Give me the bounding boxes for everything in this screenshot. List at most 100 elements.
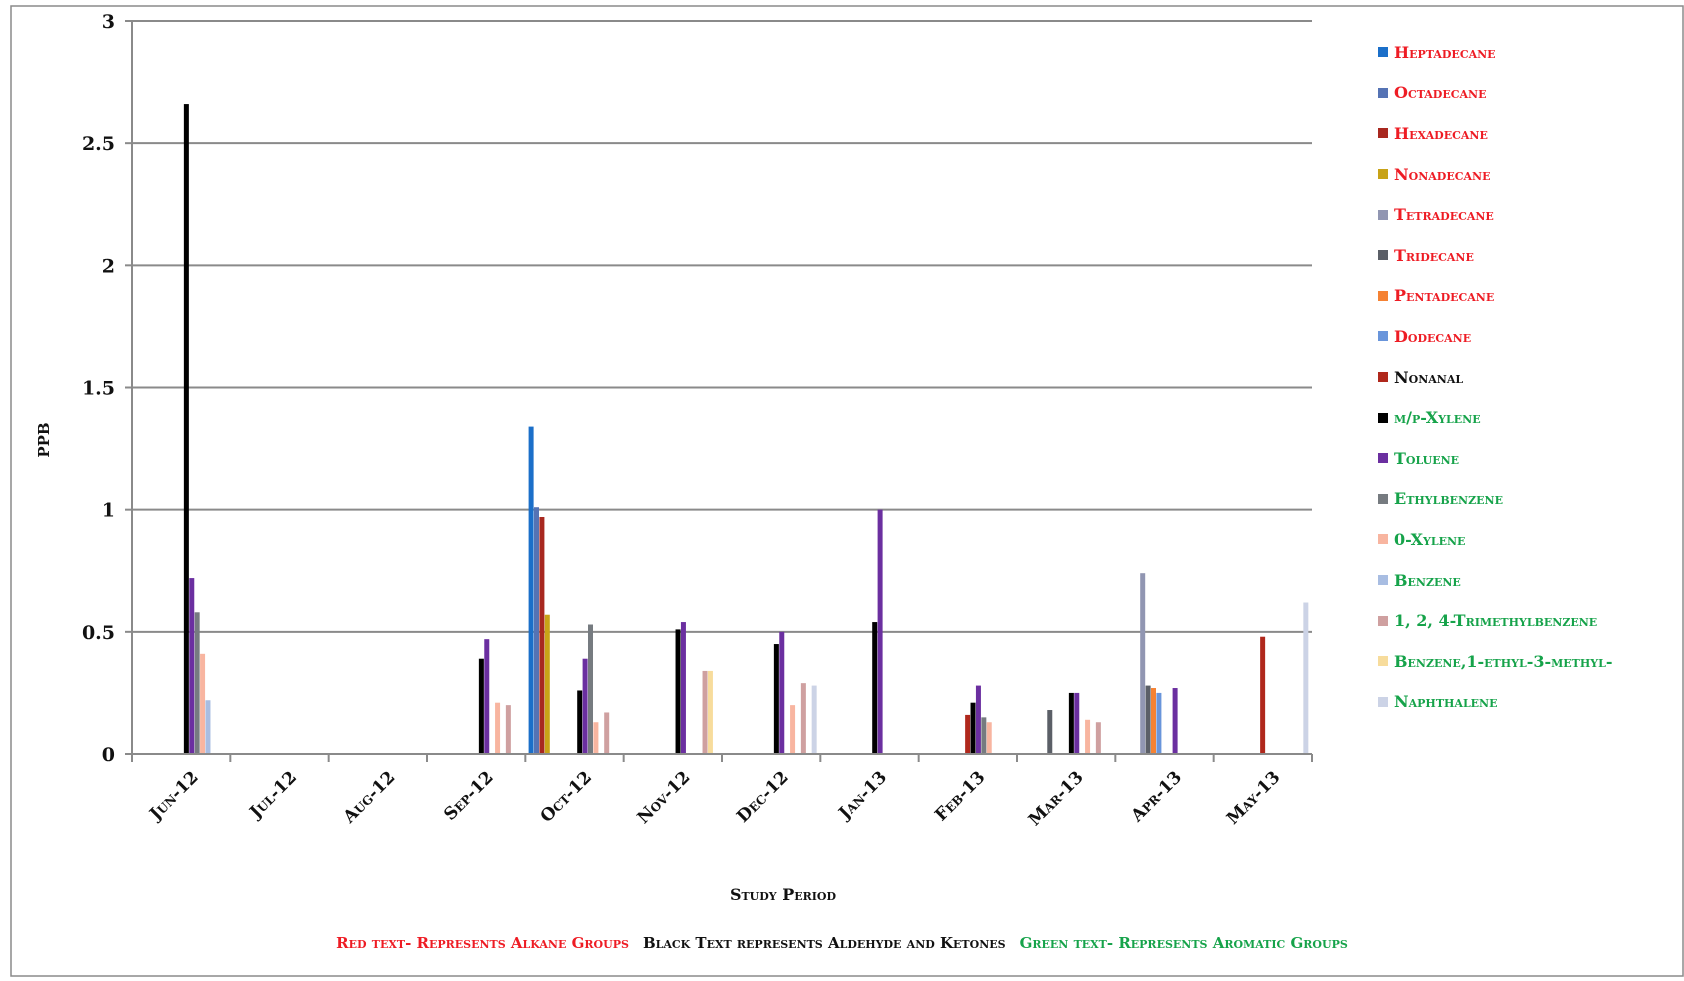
bar — [811, 685, 817, 754]
x-axis-title: Study Period — [730, 885, 837, 904]
legend-label: Benzene,1-ethyl-3-methyl- — [1394, 651, 1613, 671]
bar — [544, 614, 550, 754]
legend-item: Heptadecane — [1378, 32, 1684, 73]
y-tick-label: 2 — [102, 255, 115, 277]
bar — [1068, 692, 1074, 754]
bar — [183, 104, 189, 754]
x-tick-label: Jan-13 — [834, 767, 891, 824]
legend-swatch — [1378, 250, 1388, 261]
legend-label: m/p-Xylene — [1394, 408, 1481, 428]
legend-label: 0-Xylene — [1394, 529, 1466, 549]
x-tick-label: Feb-13 — [931, 767, 989, 825]
legend-swatch — [1378, 87, 1388, 98]
legend-swatch — [1378, 412, 1388, 423]
footnote-text: Green text- Represents Aromatic Groups — [1019, 934, 1348, 952]
bar — [189, 578, 195, 754]
legend-label: Pentadecane — [1394, 286, 1495, 306]
legend-item: Dodecane — [1378, 316, 1684, 357]
legend-item: Tetradecane — [1378, 194, 1684, 235]
legend-item: Ethylbenzene — [1378, 479, 1684, 520]
legend-item: m/p-Xylene — [1378, 397, 1684, 438]
bar — [495, 702, 501, 754]
legend-item: Benzene — [1378, 560, 1684, 601]
x-tick-label: Mar-13 — [1025, 767, 1088, 830]
legend-label: Octadecane — [1394, 83, 1487, 103]
bar — [1095, 722, 1101, 754]
y-axis-title: PPB — [35, 422, 53, 457]
group-footnote: Red text- Represents Alkane Groups Black … — [0, 934, 1684, 952]
bar — [484, 639, 490, 754]
bar — [1172, 688, 1178, 754]
y-tick-label: 1 — [102, 500, 115, 522]
x-tick-label: Aug-12 — [339, 767, 400, 828]
x-tick-label: Sep-12 — [440, 767, 497, 824]
bar — [702, 670, 708, 754]
bar — [981, 717, 987, 754]
legend-label: Dodecane — [1394, 326, 1472, 346]
y-tick-label: 1.5 — [82, 378, 115, 400]
bar — [1151, 688, 1156, 754]
legend-item: Octadecane — [1378, 73, 1684, 114]
bar — [800, 683, 806, 754]
bar — [577, 690, 583, 754]
bar — [588, 624, 593, 754]
x-tick-label: Oct-12 — [537, 767, 596, 826]
legend-swatch — [1378, 656, 1388, 667]
bar — [593, 722, 599, 754]
legend-swatch — [1378, 493, 1388, 504]
legend-label: Naphthalene — [1394, 692, 1498, 712]
legend-swatch — [1378, 615, 1388, 626]
legend-item: Tridecane — [1378, 235, 1684, 276]
y-tick-label: 0 — [102, 744, 115, 766]
legend-swatch — [1378, 534, 1388, 545]
bar — [1074, 692, 1080, 754]
legend-label: Nonadecane — [1394, 164, 1491, 184]
bar — [975, 685, 981, 754]
legend-swatch — [1378, 47, 1388, 58]
legend-swatch — [1378, 372, 1388, 383]
legend-label: Benzene — [1394, 570, 1461, 590]
legend-label: Tridecane — [1394, 245, 1474, 265]
x-tick-label: Dec-12 — [733, 767, 793, 827]
y-tick-label: 2.5 — [82, 133, 115, 155]
bar — [1156, 692, 1162, 754]
legend-item: Hexadecane — [1378, 113, 1684, 154]
y-tick-label: 0.5 — [82, 622, 115, 644]
bar — [1260, 636, 1266, 754]
legend-swatch — [1378, 453, 1388, 464]
legend-label: Toluene — [1394, 448, 1460, 468]
legend-item: Toluene — [1378, 438, 1684, 479]
bar — [877, 509, 883, 754]
bar — [205, 700, 211, 754]
bar — [707, 670, 713, 754]
bar — [1303, 602, 1309, 754]
bar — [680, 622, 686, 754]
bar — [1145, 685, 1151, 754]
bar — [528, 426, 534, 754]
legend-item: Naphthalene — [1378, 682, 1684, 723]
legend-label: 1, 2, 4-Trimethylbenzene — [1394, 611, 1598, 631]
y-tick-label: 3 — [102, 11, 115, 33]
bar — [970, 702, 976, 754]
legend-item: Nonanal — [1378, 357, 1684, 398]
legend-swatch — [1378, 331, 1388, 342]
legend-swatch — [1378, 575, 1388, 586]
bar — [773, 644, 779, 754]
legend-swatch — [1378, 209, 1388, 220]
bar — [478, 658, 484, 754]
legend-swatch — [1378, 128, 1388, 139]
legend-label: Hexadecane — [1394, 123, 1488, 143]
bar — [790, 705, 796, 754]
bar — [604, 712, 610, 754]
x-tick-label: Nov-12 — [634, 767, 695, 828]
bar — [1085, 719, 1091, 754]
bar — [872, 622, 878, 754]
legend-label: Tetradecane — [1394, 205, 1494, 225]
legend-swatch — [1378, 169, 1388, 180]
legend-label: Nonanal — [1394, 367, 1464, 387]
bar — [505, 705, 511, 754]
bar — [986, 722, 992, 754]
legend-label: Ethylbenzene — [1394, 489, 1503, 509]
legend-item: Nonadecane — [1378, 154, 1684, 195]
